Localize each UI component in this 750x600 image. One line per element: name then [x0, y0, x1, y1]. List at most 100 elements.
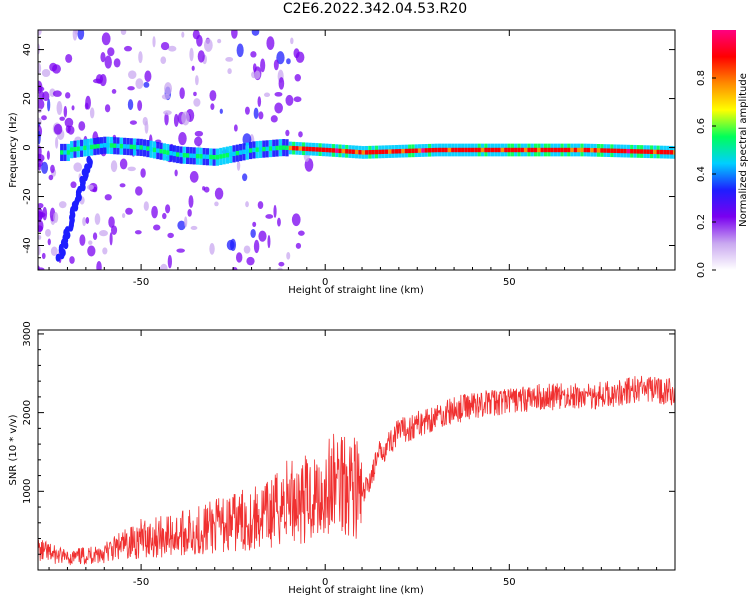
spectrogram-band-core-mark — [401, 148, 405, 154]
spectrogram-band-core-mark — [103, 143, 107, 148]
spectrogram-band-core-mark — [517, 147, 521, 153]
spectrogram-panel: -50 0 50 -40 -20 0 20 40 Height of straight li… — [8, 29, 676, 296]
spectrogram-noise-mark — [102, 247, 108, 255]
spectrogram-noise-mark — [87, 184, 94, 190]
spectrogram-band-core-mark — [79, 146, 84, 151]
spectrogram-noise-mark — [231, 30, 238, 39]
spectrogram-noise-mark — [210, 103, 215, 111]
spectrogram-band-core-mark — [577, 147, 581, 153]
spectrogram-y-tick-label: 0 — [22, 144, 33, 150]
spectrogram-band-core-mark — [235, 150, 239, 156]
spectrogram-band-core-mark — [490, 147, 495, 153]
spectrogram-band-core-mark — [600, 148, 604, 153]
spectrogram-noise-mark — [225, 56, 234, 62]
spectrogram-noise-mark — [85, 95, 91, 110]
snr-y-tick-label: 3000 — [22, 321, 33, 346]
spectrogram-x-tick-label: 0 — [322, 277, 328, 288]
spectrogram-band-core-mark — [169, 151, 173, 156]
spectrogram-noise-mark — [137, 100, 143, 111]
spectrogram-band-core-mark — [156, 148, 160, 153]
spectrogram-band-core-mark — [431, 147, 435, 153]
spectrogram-noise-mark — [192, 30, 200, 40]
spectrogram-band-core-mark — [248, 148, 253, 153]
snr-x-tick-label: 50 — [503, 577, 516, 588]
spectrogram-band-core-mark — [497, 147, 501, 153]
spectrogram-band-core-mark — [325, 147, 329, 153]
spectrogram-band-core-mark — [295, 146, 299, 151]
spectrogram-noise-mark — [47, 98, 51, 112]
spectrogram-noise-mark — [176, 248, 185, 253]
spectrogram-noise-mark — [243, 245, 251, 254]
spectrogram-band-core-mark — [318, 147, 322, 152]
spectrogram-noise-mark — [38, 130, 41, 145]
spectrogram-noise-mark — [202, 186, 206, 191]
spectrogram-band-core-mark — [394, 149, 398, 154]
spectrogram-noise-mark — [160, 263, 168, 270]
colorbar-tick-label: 0.6 — [696, 118, 707, 134]
spectrogram-noise-mark — [286, 58, 291, 65]
spectrogram-band-core-mark — [596, 148, 601, 153]
spectrogram-streak-mark — [55, 253, 61, 262]
spectrogram-noise-mark — [38, 234, 42, 240]
spectrogram-noise-mark — [87, 245, 96, 257]
snr-x-tick-label: 0 — [322, 577, 328, 588]
spectrogram-noise-mark — [127, 166, 136, 172]
spectrogram-band-core-mark — [298, 146, 302, 151]
spectrogram-noise-mark — [38, 267, 45, 270]
spectrogram-band-core-mark — [132, 144, 137, 150]
snr-y-label: SNR (10 * v/v) — [8, 414, 19, 485]
spectrogram-band-core-mark — [636, 149, 640, 154]
spectrogram-noise-mark — [53, 212, 59, 223]
spectrogram-noise-mark — [277, 267, 283, 270]
spectrogram-band-core-mark — [73, 147, 77, 152]
spectrogram-noise-mark — [38, 245, 41, 256]
spectrogram-noise-mark — [165, 204, 171, 214]
spectrogram-band-core-mark — [457, 147, 461, 153]
spectrogram-band-core-mark — [464, 147, 468, 153]
spectrogram-noise-mark — [253, 107, 259, 120]
spectrogram-band-core-mark — [328, 148, 332, 153]
spectrogram-band-core-mark — [583, 147, 587, 153]
spectrogram-band-core-mark — [219, 154, 223, 159]
spectrogram-noise-mark — [230, 238, 237, 251]
spectrogram-noise-mark — [70, 181, 77, 189]
spectrogram-band-core-mark — [321, 147, 326, 153]
spectrogram-noise-mark — [173, 113, 179, 127]
spectrogram-noise-mark — [167, 45, 177, 52]
spectrogram-noise-mark — [209, 90, 217, 102]
spectrogram-noise-mark — [274, 91, 283, 97]
spectrogram-band-core-mark — [76, 146, 80, 151]
spectrogram-noise-mark — [120, 30, 127, 36]
spectrogram-y-label: Frequency (Hz) — [8, 112, 19, 188]
spectrogram-noise-mark — [55, 136, 59, 149]
spectrogram-band-core-mark — [567, 147, 571, 153]
spectrogram-band-core-mark — [66, 150, 70, 155]
spectrogram-band-core-mark — [335, 148, 339, 153]
spectrogram-noise-mark — [161, 94, 171, 100]
spectrogram-noise-mark — [191, 65, 195, 71]
spectrogram-band-core-mark — [89, 144, 94, 150]
spectrogram-noise-mark — [104, 55, 112, 69]
spectrogram-band-core-mark — [510, 147, 514, 153]
spectrogram-noise-mark — [153, 224, 161, 231]
spectrogram-band-core-mark — [126, 144, 130, 149]
spectrogram-noise-mark — [274, 102, 283, 114]
spectrogram-band-core-mark — [673, 150, 675, 155]
spectrogram-noise-mark — [197, 50, 205, 63]
spectrogram-noise-mark — [236, 160, 241, 171]
spectrogram-band-core-mark — [494, 147, 498, 153]
spectrogram-noise-mark — [278, 261, 285, 267]
spectrogram-noise-mark — [253, 239, 260, 254]
spectrogram-noise-mark — [189, 47, 194, 62]
spectrogram-noise-mark — [104, 194, 112, 201]
spectrogram-noise-mark — [73, 162, 83, 172]
spectrogram-band-core-mark — [371, 149, 375, 155]
spectrogram-noise-mark — [138, 51, 143, 64]
spectrogram-band-core-mark — [421, 148, 425, 153]
spectrogram-noise-mark — [151, 205, 158, 219]
spectrogram-band-core-mark — [258, 147, 263, 152]
spectrogram-band-core-mark — [338, 148, 342, 154]
spectrogram-noise-mark — [160, 41, 170, 51]
colorbar-ticks: 0.0 0.2 0.4 0.6 0.8 — [696, 70, 716, 278]
spectrogram-noise-mark — [290, 37, 294, 45]
